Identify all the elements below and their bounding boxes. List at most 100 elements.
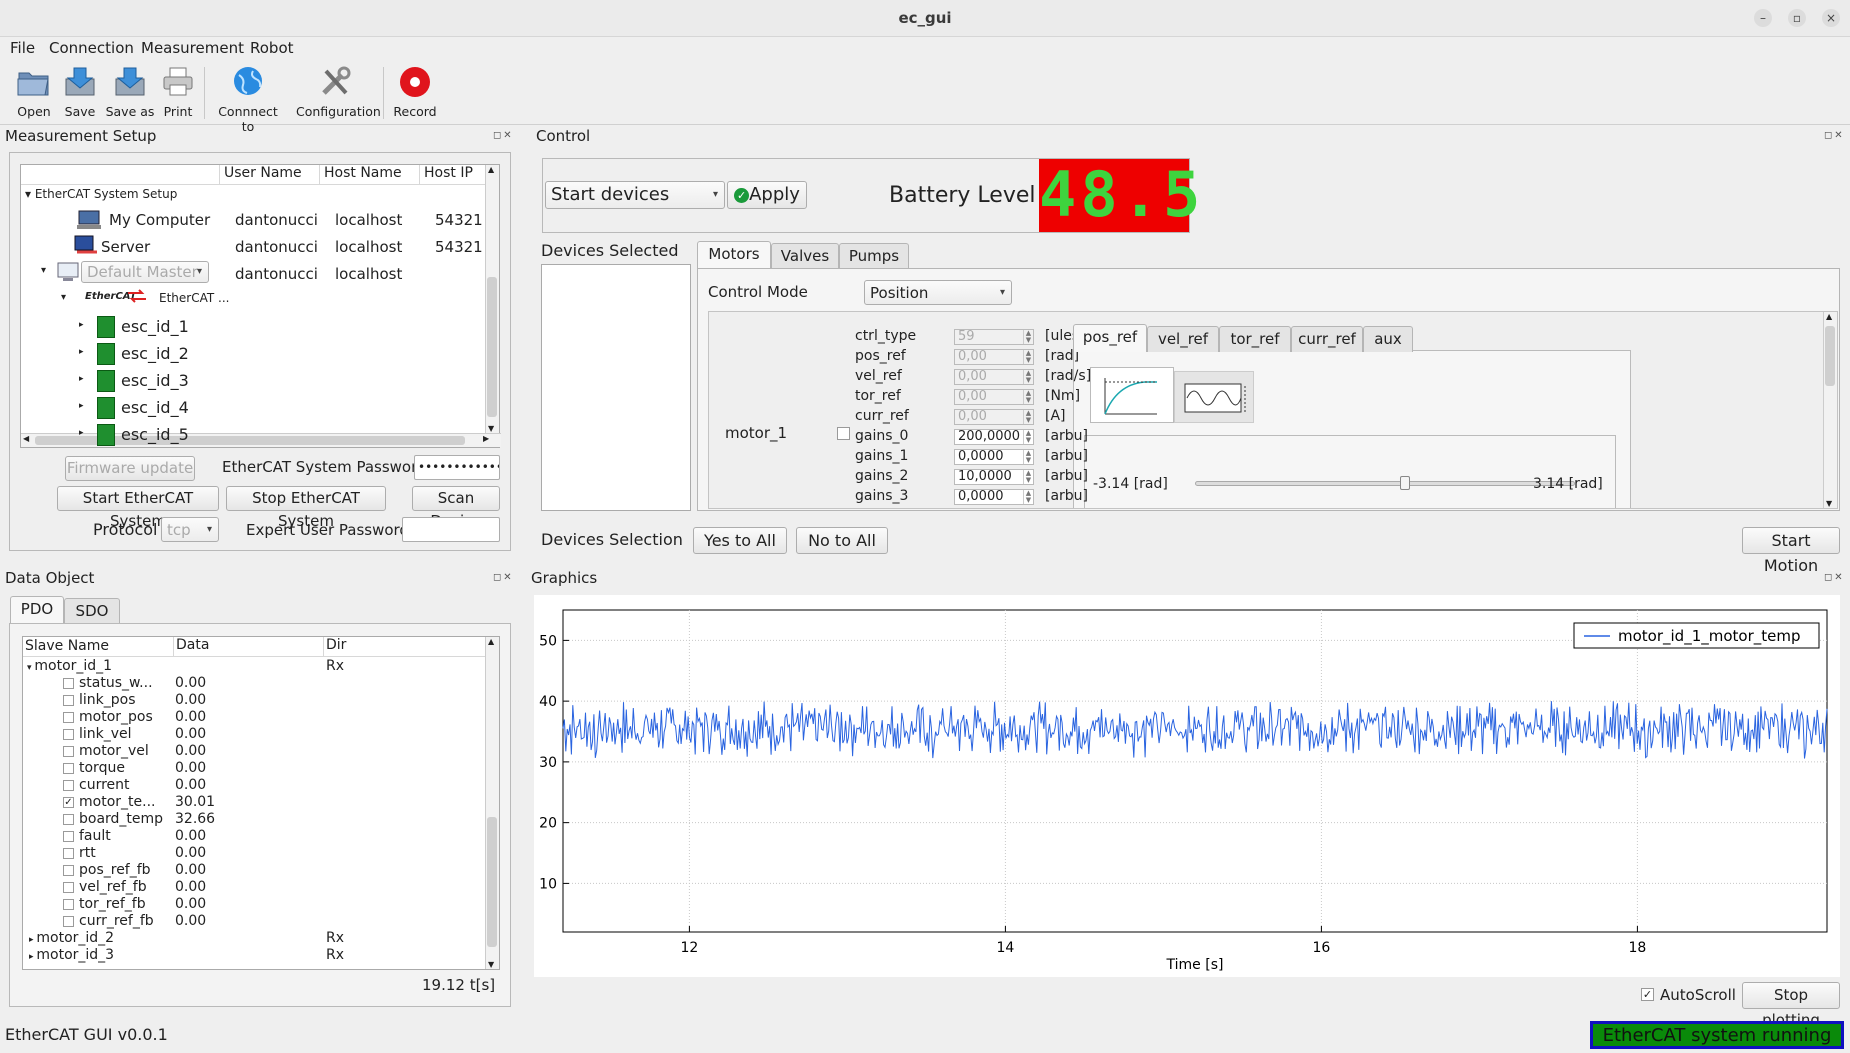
menu-connection[interactable]: Connection bbox=[49, 39, 134, 57]
signal-plot-checkbox[interactable] bbox=[63, 746, 74, 757]
tab-tor-ref[interactable]: tor_ref bbox=[1219, 326, 1291, 352]
dock-float-close-buttons[interactable]: ◻✕ bbox=[1824, 130, 1845, 141]
signal-plot-checkbox[interactable] bbox=[63, 916, 74, 927]
column-dir[interactable]: Dir bbox=[323, 637, 346, 657]
tree-row-server[interactable]: Server bbox=[101, 238, 151, 256]
expand-arrow-icon[interactable]: ▾ bbox=[27, 663, 35, 673]
ethercat-node[interactable]: EtherCAT ... bbox=[159, 291, 230, 305]
tab-vel-ref[interactable]: vel_ref bbox=[1147, 326, 1219, 352]
signal-plot-checkbox[interactable] bbox=[63, 729, 74, 740]
spin-arrows-icon[interactable]: ▲ ▼ bbox=[1023, 410, 1033, 424]
menu-measurement[interactable]: Measurement bbox=[141, 39, 244, 57]
dock-float-close-buttons[interactable]: ◻✕ bbox=[493, 572, 514, 583]
column-user-name[interactable]: User Name bbox=[219, 165, 302, 185]
spin-arrows-icon[interactable]: ▲ ▼ bbox=[1023, 490, 1033, 504]
pdo-signal-name[interactable]: vel_ref_fb bbox=[79, 879, 147, 895]
signal-plot-checkbox[interactable] bbox=[63, 831, 74, 842]
motor-select-checkbox[interactable] bbox=[837, 427, 850, 440]
column-host-ip[interactable]: Host IP bbox=[419, 165, 473, 185]
position-slider-track[interactable] bbox=[1195, 476, 1575, 490]
pdo-signal-name[interactable]: fault bbox=[79, 828, 111, 844]
expand-arrow-icon[interactable]: ▸ bbox=[29, 935, 37, 945]
start-ethercat-button[interactable]: Start EtherCAT System bbox=[57, 486, 219, 530]
position-slider-handle[interactable] bbox=[1400, 476, 1410, 490]
scroll-right-icon[interactable]: ▶ bbox=[483, 434, 490, 443]
expand-arrow-icon[interactable]: ▸ bbox=[79, 320, 84, 330]
record-tool-button[interactable]: Record bbox=[392, 65, 438, 119]
expand-arrow-icon[interactable]: ▾ bbox=[61, 292, 67, 303]
pdo-signal-name[interactable]: tor_ref_fb bbox=[79, 896, 146, 912]
signal-plot-checkbox[interactable] bbox=[63, 899, 74, 910]
scroll-thumb[interactable] bbox=[35, 436, 465, 445]
maximize-button[interactable]: ▫ bbox=[1788, 9, 1806, 27]
no-to-all-button[interactable]: No to All bbox=[796, 527, 888, 554]
spin-arrows-icon[interactable]: ▲ ▼ bbox=[1023, 390, 1033, 404]
esc-node[interactable]: esc_id_1 bbox=[121, 317, 189, 336]
scroll-up-icon[interactable]: ▲ bbox=[488, 637, 495, 646]
spin-arrows-icon[interactable]: ▲ ▼ bbox=[1023, 470, 1033, 484]
tab-valves[interactable]: Valves bbox=[771, 243, 839, 269]
pdo-vertical-scrollbar[interactable]: ▲ ▼ bbox=[485, 637, 499, 969]
system-tree[interactable]: User Name Host Name Host IP ▾ EtherCAT S… bbox=[20, 164, 501, 448]
esc-node[interactable]: esc_id_4 bbox=[121, 398, 189, 417]
scroll-left-icon[interactable]: ◀ bbox=[23, 434, 30, 443]
tab-pos-ref[interactable]: pos_ref bbox=[1073, 324, 1147, 352]
sine-signal-button[interactable] bbox=[1174, 371, 1254, 423]
scan-device-button[interactable]: Scan Device bbox=[412, 486, 500, 530]
tree-row-my-computer[interactable]: My Computer bbox=[109, 211, 211, 229]
print-tool-button[interactable]: Print bbox=[158, 65, 198, 119]
close-button[interactable]: × bbox=[1822, 9, 1840, 27]
expand-arrow-icon[interactable]: ▸ bbox=[79, 401, 84, 411]
signal-plot-checkbox[interactable] bbox=[63, 695, 74, 706]
scroll-up-icon[interactable]: ▲ bbox=[1826, 312, 1833, 321]
scroll-thumb[interactable] bbox=[1825, 326, 1835, 386]
configuration-tool-button[interactable]: Configuration bbox=[296, 65, 381, 119]
pdo-signal-name[interactable]: motor_pos bbox=[79, 709, 153, 725]
dock-float-close-buttons[interactable]: ◻✕ bbox=[493, 130, 514, 141]
tree-root[interactable]: ▾ EtherCAT System Setup bbox=[25, 187, 177, 201]
expand-arrow-icon[interactable]: ▸ bbox=[79, 428, 84, 438]
apply-button[interactable]: ✓ Apply bbox=[727, 181, 807, 209]
control-mode-select[interactable]: Position ▾ bbox=[864, 280, 1012, 305]
pdo-signal-name[interactable]: current bbox=[79, 777, 130, 793]
signal-plot-checkbox[interactable] bbox=[63, 678, 74, 689]
esc-node[interactable]: esc_id_5 bbox=[121, 425, 189, 444]
menu-robot[interactable]: Robot bbox=[250, 39, 294, 57]
pdo-signal-name[interactable]: status_w... bbox=[79, 675, 153, 691]
spin-arrows-icon[interactable]: ▲ ▼ bbox=[1023, 450, 1033, 464]
pdo-group-motor-id-1[interactable]: ▾ motor_id_1 bbox=[27, 658, 112, 674]
save-as-tool-button[interactable]: Save as bbox=[105, 65, 155, 119]
column-data[interactable]: Data bbox=[173, 637, 209, 657]
connect-tool-button[interactable]: Connnect to bbox=[212, 65, 284, 134]
pdo-signal-name[interactable]: motor_te... bbox=[79, 794, 156, 810]
esc-node[interactable]: esc_id_2 bbox=[121, 344, 189, 363]
expand-arrow-icon[interactable]: ▾ bbox=[25, 187, 35, 201]
signal-plot-checkbox[interactable] bbox=[63, 848, 74, 859]
spin-arrows-icon[interactable]: ▲ ▼ bbox=[1023, 370, 1033, 384]
pdo-signal-name[interactable]: curr_ref_fb bbox=[79, 913, 154, 929]
tab-pdo[interactable]: PDO bbox=[10, 596, 64, 624]
param-spinbox[interactable]: 0,0000 ▲ ▼ bbox=[954, 489, 1034, 505]
signal-plot-checkbox[interactable] bbox=[63, 780, 74, 791]
stop-plotting-button[interactable]: Stop plotting bbox=[1742, 982, 1840, 1029]
open-tool-button[interactable]: Open bbox=[12, 65, 56, 119]
step-signal-button[interactable] bbox=[1090, 367, 1174, 423]
scroll-up-icon[interactable]: ▲ bbox=[488, 165, 495, 174]
column-host-name[interactable]: Host Name bbox=[319, 165, 402, 185]
pdo-group-motor-id-2[interactable]: ▸ motor_id_2 bbox=[29, 930, 114, 946]
start-motion-button[interactable]: Start Motion bbox=[1742, 527, 1840, 575]
pdo-signal-name[interactable]: rtt bbox=[79, 845, 96, 861]
signal-plot-checkbox[interactable] bbox=[63, 814, 74, 825]
ethercat-password-field[interactable]: ••••••••••••••• bbox=[414, 455, 500, 480]
tab-curr-ref[interactable]: curr_ref bbox=[1291, 326, 1363, 352]
yes-to-all-button[interactable]: Yes to All bbox=[693, 527, 787, 554]
dock-float-close-buttons[interactable]: ◻✕ bbox=[1824, 572, 1845, 583]
devices-selected-list[interactable] bbox=[541, 264, 691, 511]
stop-ethercat-button[interactable]: Stop EtherCAT System bbox=[226, 486, 386, 530]
param-spinbox[interactable]: 200,0000 ▲ ▼ bbox=[954, 429, 1034, 445]
expand-arrow-icon[interactable]: ▸ bbox=[29, 952, 37, 962]
expert-password-field[interactable] bbox=[402, 517, 500, 542]
pdo-signal-name[interactable]: board_temp bbox=[79, 811, 164, 827]
pdo-signal-name[interactable]: link_vel bbox=[79, 726, 132, 742]
tab-pumps[interactable]: Pumps bbox=[839, 243, 909, 269]
